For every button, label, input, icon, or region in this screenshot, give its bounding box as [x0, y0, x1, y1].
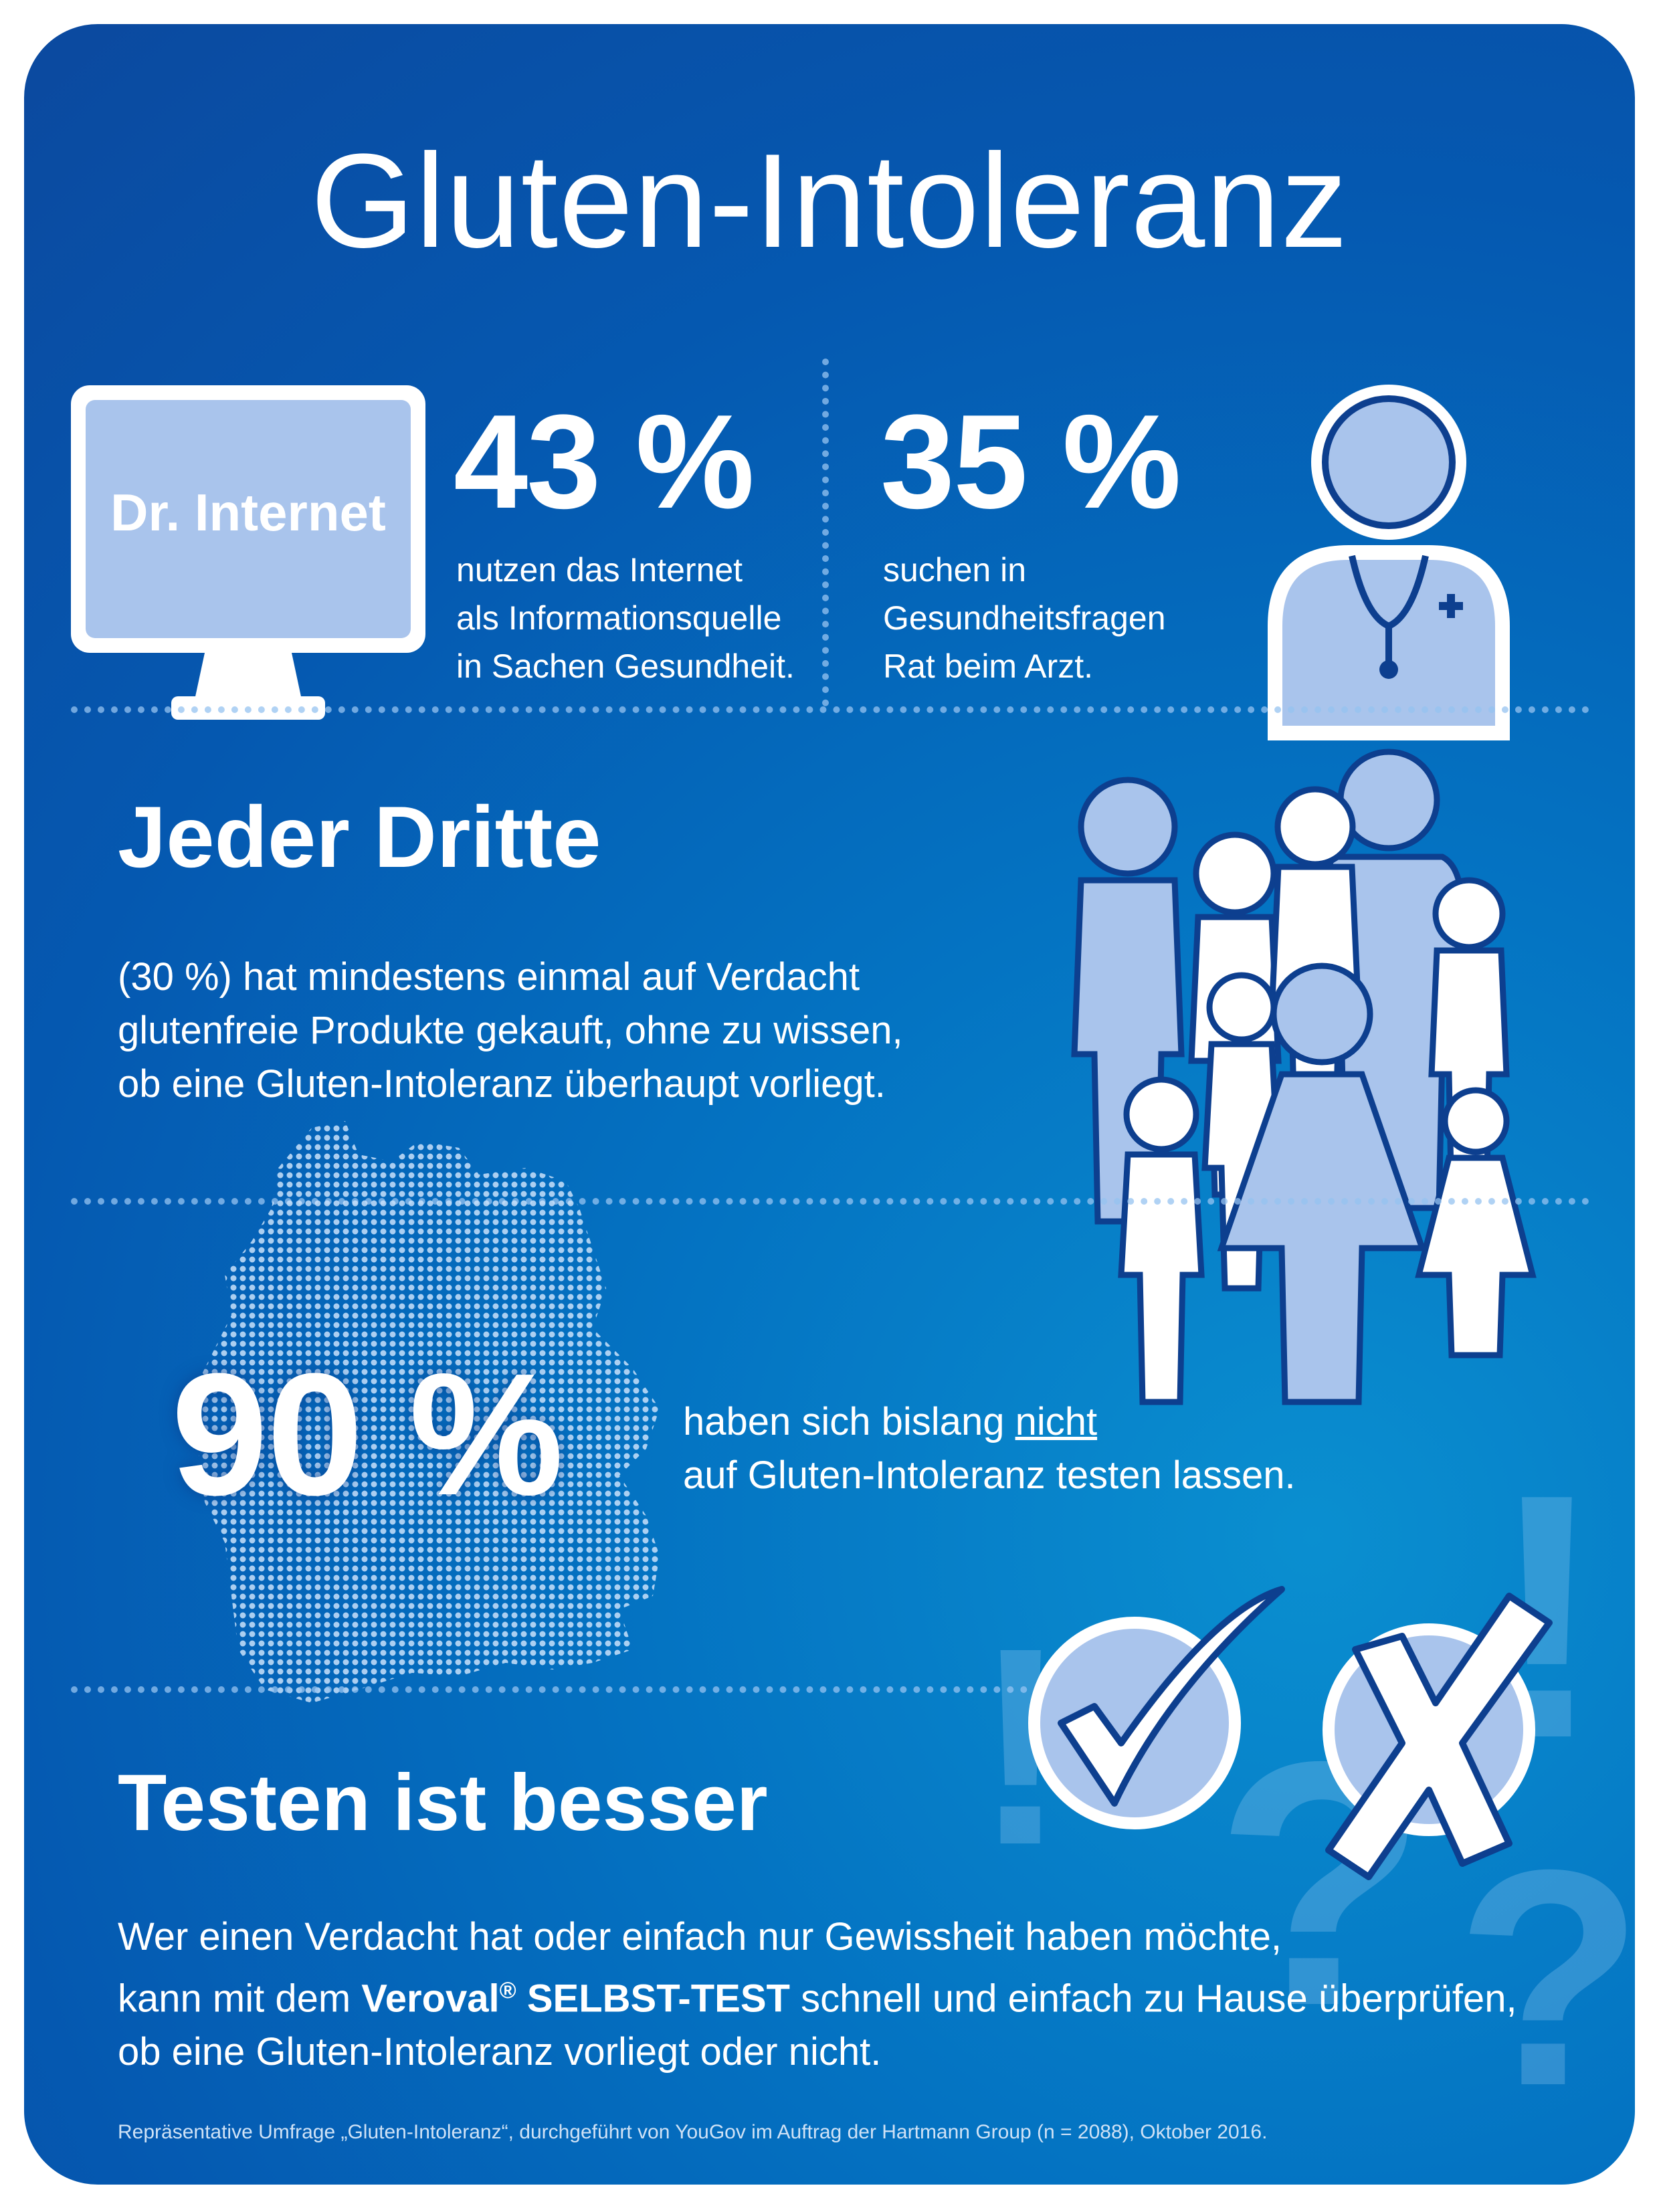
doctor-description-line: Gesundheitsfragen [883, 599, 1166, 637]
doctor-description-line: suchen in [883, 551, 1027, 589]
registered-mark: ® [499, 1978, 516, 2003]
third-heading: Jeder Dritte [118, 788, 601, 886]
ninety-description-prefix: haben sich bislang [683, 1400, 1015, 1443]
testing-heading: Testen ist besser [118, 1758, 768, 1847]
testing-line2-suffix: schnell und einfach zu Hause überprüfen, [789, 1977, 1517, 2021]
infographic-card: ! ? ? ! Gluten-Intoleranz Dr. Internet 4… [24, 24, 1635, 2185]
testing-description-line: Wer einen Verdacht hat oder einfach nur … [118, 1915, 1282, 1958]
internet-description-line: nutzen das Internet [456, 551, 743, 589]
cross-icon [1323, 1593, 1553, 1880]
internet-percent: 43 % [454, 387, 755, 536]
testing-line2-prefix: kann mit dem [118, 1977, 362, 2021]
internet-description-line: in Sachen Gesundheit. [456, 647, 795, 685]
internet-description: nutzen das Internet als Informationsquel… [456, 546, 795, 690]
page-title: Gluten-Intoleranz [310, 126, 1349, 276]
ninety-description: haben sich bislang nicht auf Gluten-Into… [683, 1395, 1296, 1502]
checkmark-icon [1028, 1586, 1285, 1829]
doctor-description-line: Rat beim Arzt. [883, 647, 1093, 685]
third-description-line: ob eine Gluten-Intoleranz überhaupt vorl… [118, 1062, 886, 1106]
ninety-description-emphasis: nicht [1015, 1400, 1098, 1443]
ninety-description-line: auf Gluten-Intoleranz testen lassen. [683, 1453, 1296, 1497]
third-description: (30 %) hat mindestens einmal auf Verdach… [118, 950, 903, 1111]
third-description-line: glutenfreie Produkte gekauft, ohne zu wi… [118, 1009, 903, 1052]
third-description-line: (30 %) hat mindestens einmal auf Verdach… [118, 955, 860, 999]
divider [71, 1198, 1589, 1205]
brand-name: Veroval [361, 1977, 500, 2021]
monitor-icon [71, 385, 425, 720]
testing-description: Wer einen Verdacht hat oder einfach nur … [118, 1910, 1517, 2079]
monitor-label: Dr. Internet [110, 483, 386, 542]
product-name: SELBST-TEST [516, 1977, 790, 2021]
doctor-icon [1268, 385, 1510, 740]
vertical-divider [822, 359, 829, 706]
doctor-description: suchen in Gesundheitsfragen Rat beim Arz… [883, 546, 1166, 690]
footnote: Repräsentative Umfrage „Gluten-Intoleran… [118, 2121, 1268, 2143]
ninety-percent: 90 % [171, 1338, 564, 1532]
internet-description-line: als Informationsquelle [456, 599, 782, 637]
germany-map-icon [191, 1121, 660, 1703]
doctor-percent: 35 % [880, 387, 1181, 536]
svg-text:?: ? [1456, 1807, 1635, 2150]
people-group-icon [1071, 748, 1537, 1405]
divider [71, 706, 1589, 713]
testing-description-line: ob eine Gluten-Intoleranz vorliegt oder … [118, 2030, 882, 2074]
divider [71, 1686, 1028, 1693]
